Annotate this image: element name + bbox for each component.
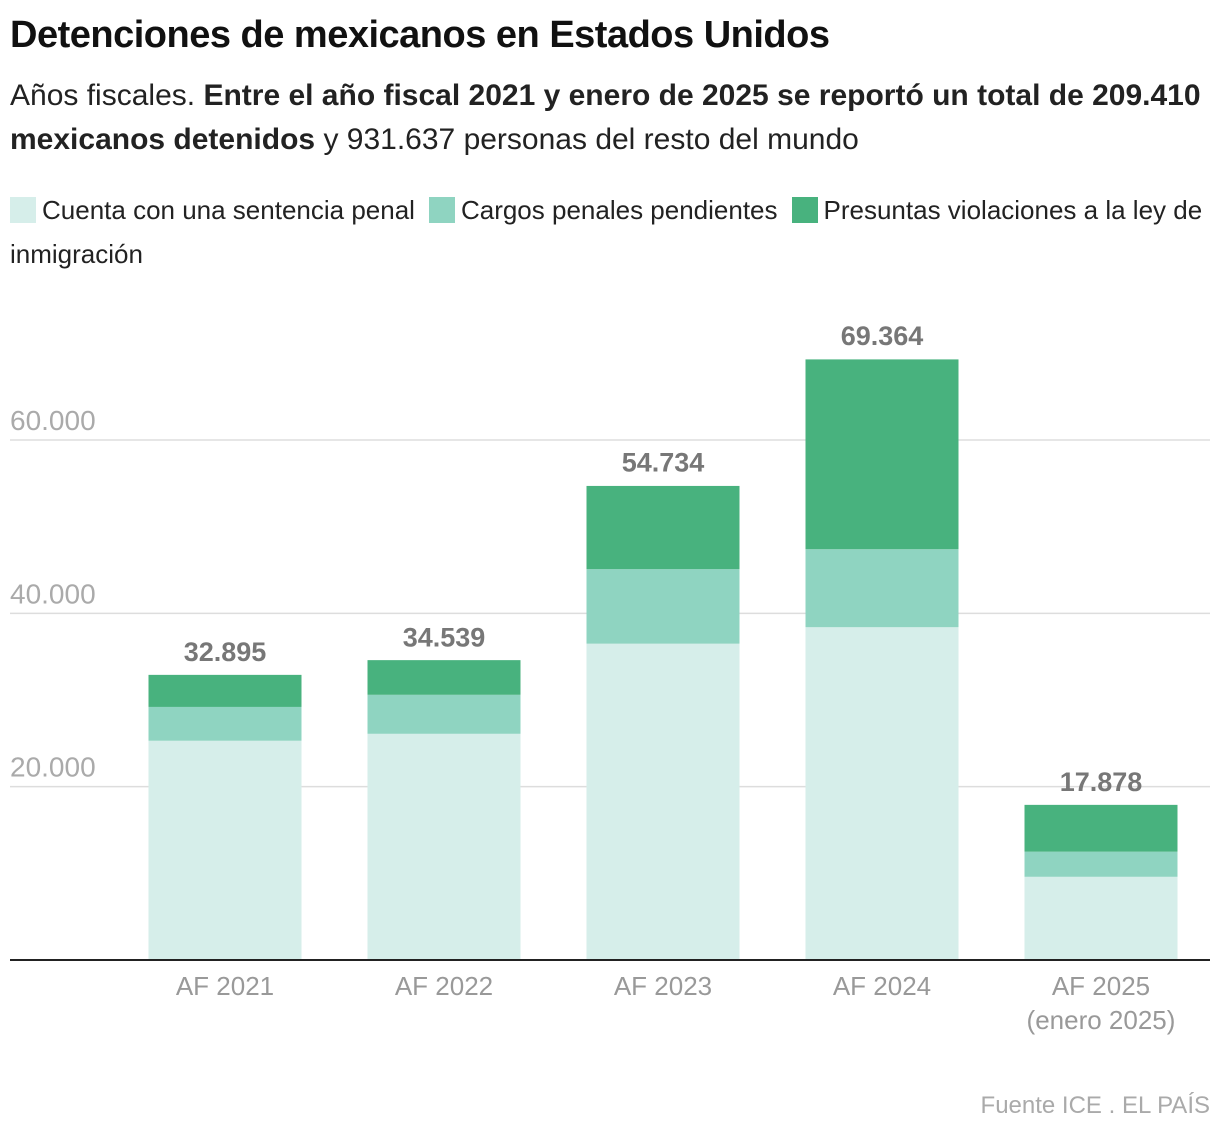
y-tick-label: 60.000 xyxy=(10,405,96,436)
y-tick-label: 20.000 xyxy=(10,752,96,783)
total-label: 34.539 xyxy=(403,623,486,653)
legend-item: Cargos penales pendientes xyxy=(428,195,778,225)
subtitle-bold: Entre el año fiscal 2021 y enero de 2025… xyxy=(10,79,1201,156)
x-tick-label: AF 2021 xyxy=(175,971,275,1001)
bar-segment xyxy=(367,694,521,734)
bar-segment xyxy=(805,549,959,628)
y-tick-label: 40.000 xyxy=(10,578,96,609)
bar-segment xyxy=(1024,851,1178,877)
total-label: 32.895 xyxy=(184,637,267,667)
x-tick-label: AF 2024 xyxy=(832,971,932,1001)
legend-item: Presuntas violaciones a la ley de inmigr… xyxy=(10,195,1202,269)
legend-item: Cuenta con una sentencia penal xyxy=(10,195,415,225)
legend: Cuenta con una sentencia penal Cargos pen… xyxy=(10,188,1210,276)
bar-segment xyxy=(1024,876,1178,960)
bar-segment xyxy=(805,359,959,550)
legend-label: Cargos penales pendientes xyxy=(460,195,778,225)
subtitle-text: y 931.637 personas del resto del mundo xyxy=(323,123,859,156)
legend-label: Presuntas violaciones a la ley de inmigr… xyxy=(10,195,1203,269)
subtitle-text: Años fiscales. xyxy=(10,79,196,112)
bar-segment xyxy=(148,706,302,741)
legend-swatch xyxy=(791,197,818,223)
legend-label: Cuenta con una sentencia penal xyxy=(42,195,415,225)
legend-swatch xyxy=(10,197,36,223)
bar-segment xyxy=(367,733,521,960)
bar-segment xyxy=(586,643,740,960)
source: Fuente ICE . EL PAÍS xyxy=(980,1092,1210,1119)
bar-segment xyxy=(805,627,959,960)
x-tick-label: AF 2025 (enero 2025) xyxy=(1026,971,1176,1035)
bar-segment xyxy=(586,569,740,644)
x-tick-label: AF 2022 xyxy=(394,971,494,1001)
bar-segment xyxy=(586,485,740,570)
bar-segment xyxy=(148,740,302,960)
bar-segment xyxy=(367,660,521,695)
legend-swatch xyxy=(428,197,455,223)
chart-title: Detenciones de mexicanos en Estados Unid… xyxy=(10,14,830,56)
total-label: 17.878 xyxy=(1060,767,1143,797)
bar-segment xyxy=(1024,804,1178,852)
total-label: 69.364 xyxy=(841,321,924,351)
x-tick-label: AF 2023 xyxy=(613,971,713,1001)
subtitle: Años fiscales. Entre el año fiscal 2021 … xyxy=(10,74,1210,162)
total-label: 54.734 xyxy=(622,448,705,478)
bar-segment xyxy=(148,674,302,707)
